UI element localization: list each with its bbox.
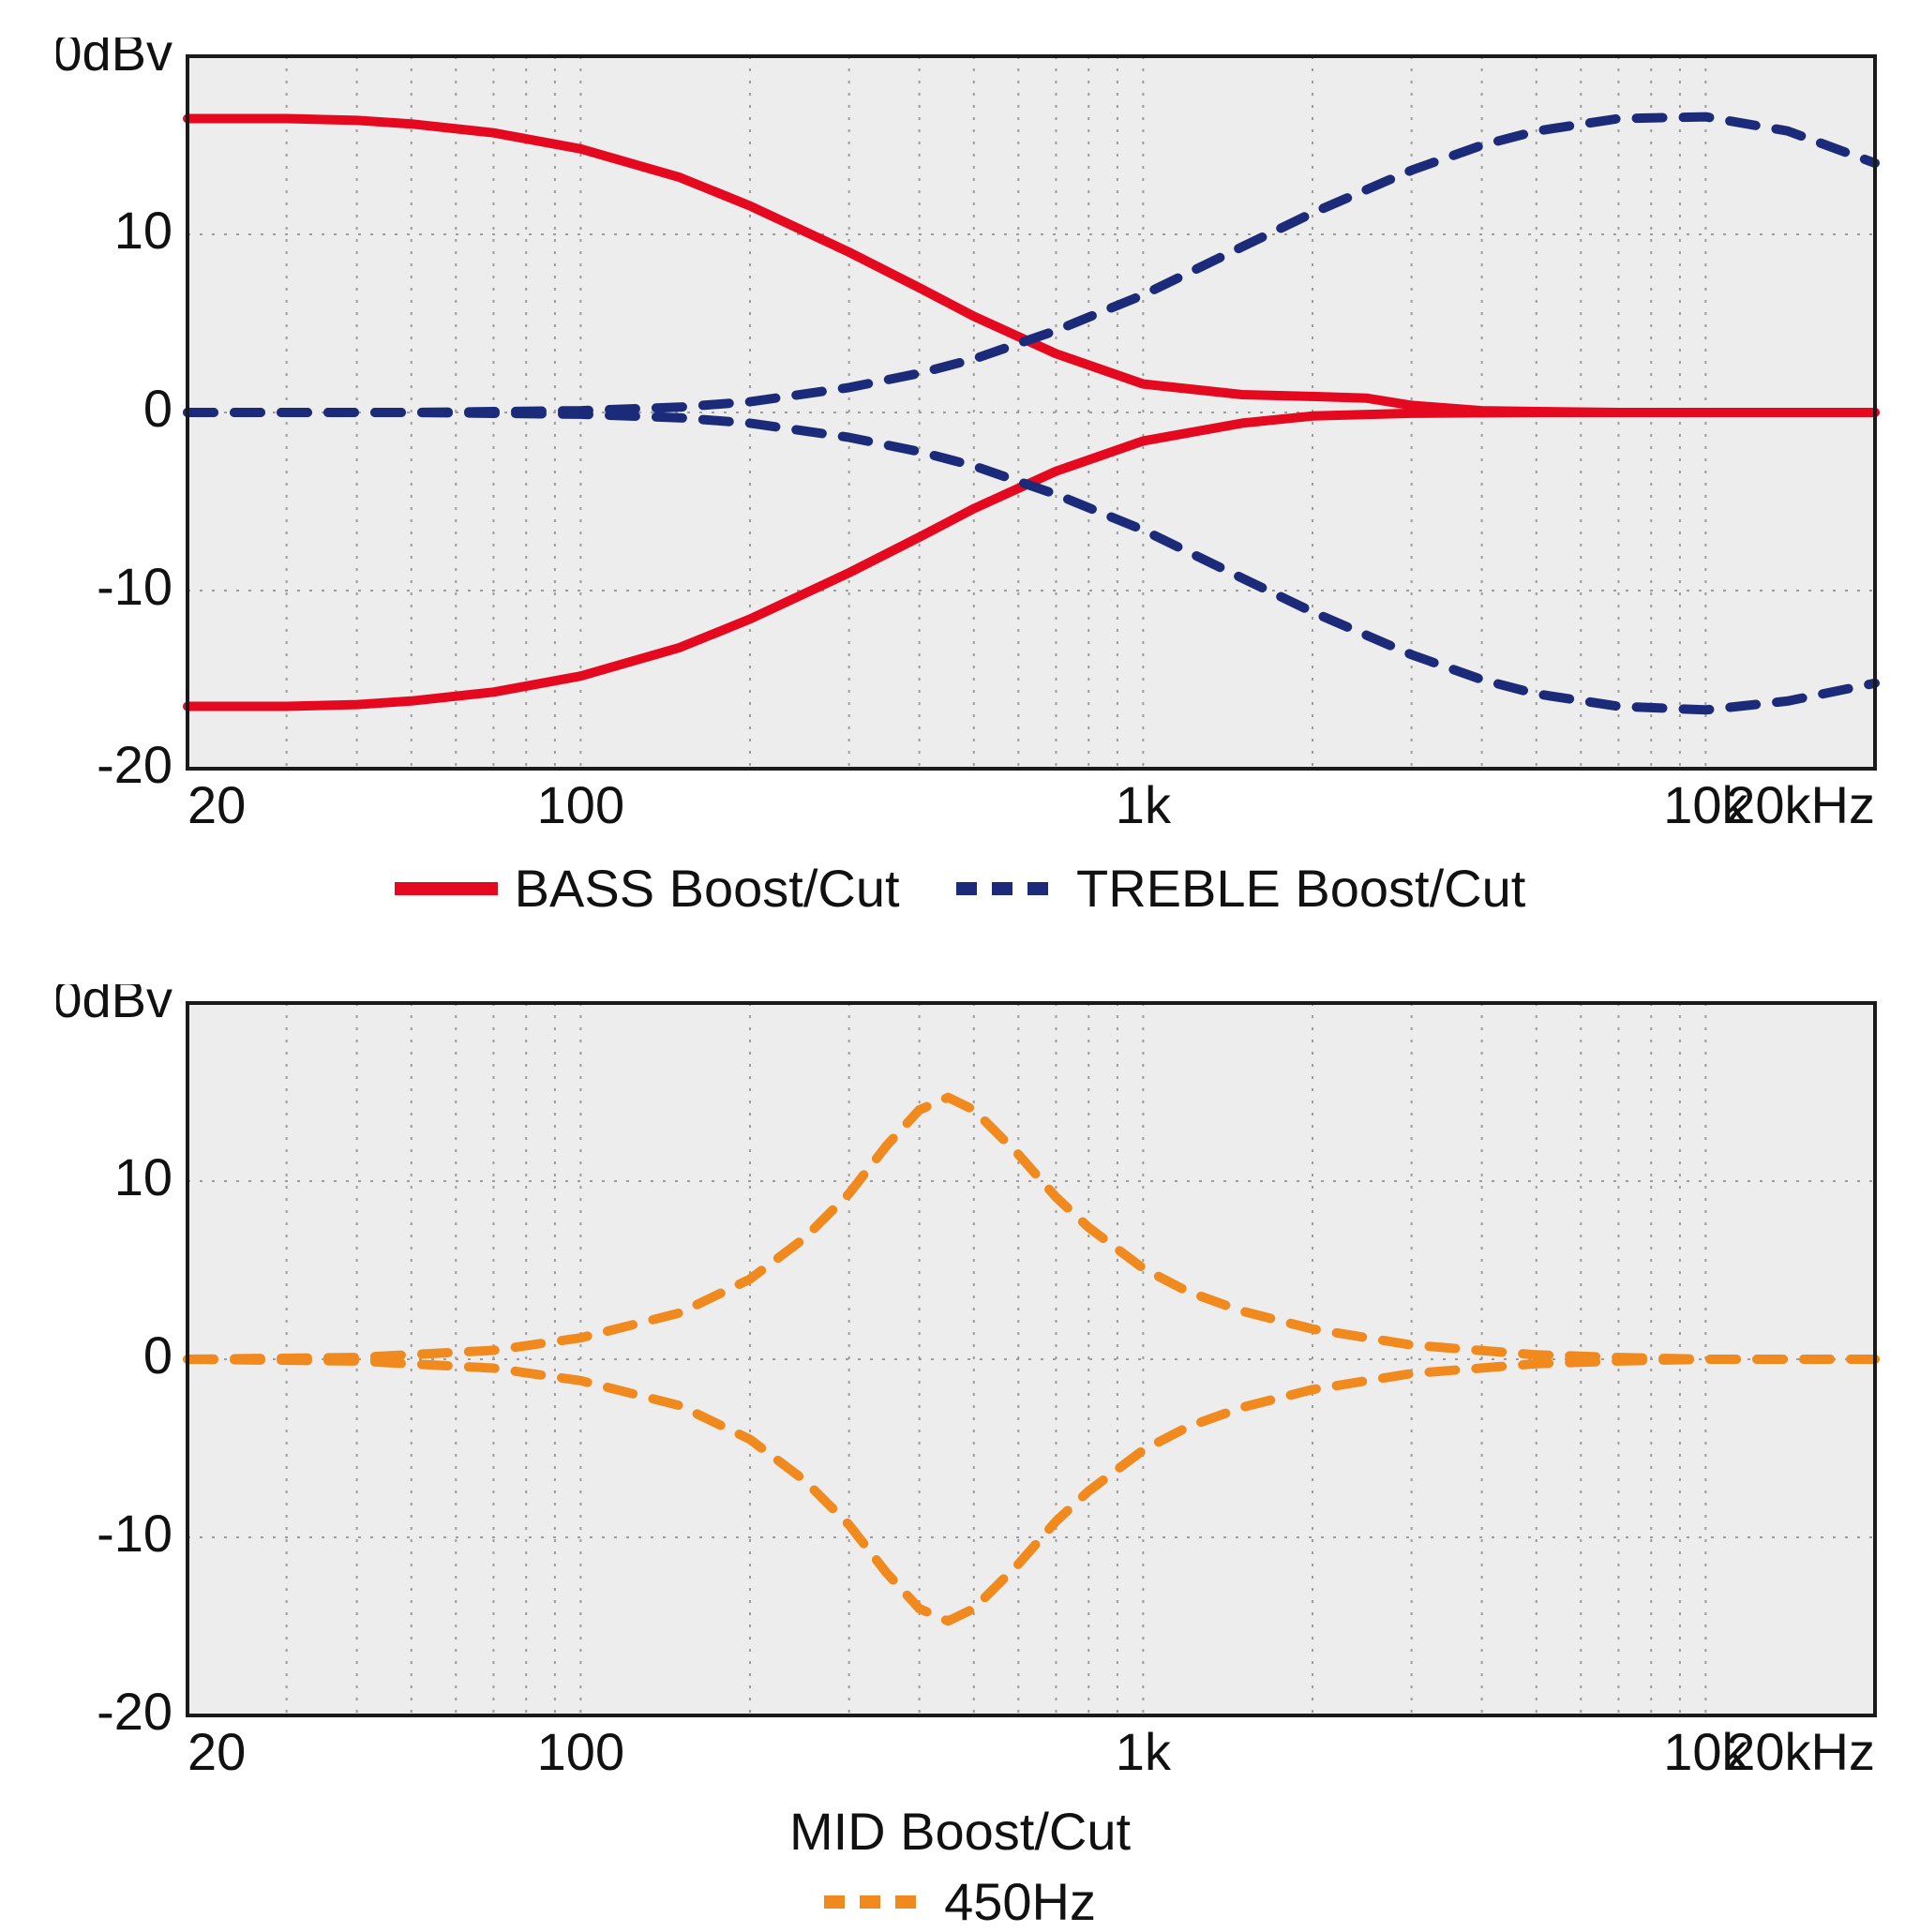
svg-text:1k: 1k (1116, 1722, 1172, 1781)
svg-text:1k: 1k (1116, 775, 1172, 834)
legend-item-treble: TREBLE Boost/Cut (956, 858, 1525, 919)
svg-text:20kHz: 20kHz (1726, 1722, 1875, 1781)
bottom-chart-panel: -20-1001020dBv201001k10k20kHz MID Boost/… (56, 984, 1864, 1932)
svg-text:0: 0 (143, 379, 172, 438)
page: -20-1001020dBv201001k10k20kHz BASS Boost… (0, 0, 1920, 1920)
legend-label-treble: TREBLE Boost/Cut (1076, 858, 1525, 919)
svg-text:-20: -20 (97, 735, 172, 794)
top-chart-svg: -20-1001020dBv201001k10k20kHz (56, 37, 1894, 844)
legend-swatch-treble (956, 879, 1059, 898)
top-chart-panel: -20-1001020dBv201001k10k20kHz BASS Boost… (56, 37, 1864, 919)
svg-text:20: 20 (188, 775, 246, 834)
legend-item-mid: 450Hz (824, 1871, 1096, 1932)
svg-text:100: 100 (537, 1722, 624, 1781)
svg-text:20kHz: 20kHz (1726, 775, 1875, 834)
svg-text:-10: -10 (97, 1504, 172, 1563)
svg-text:10: 10 (114, 1147, 172, 1206)
svg-text:10: 10 (114, 201, 172, 260)
svg-text:-10: -10 (97, 557, 172, 616)
svg-text:20: 20 (188, 1722, 246, 1781)
svg-text:20dBv: 20dBv (56, 984, 172, 1028)
legend-label-mid: 450Hz (944, 1871, 1096, 1932)
legend-item-bass: BASS Boost/Cut (395, 858, 900, 919)
legend-swatch-mid (824, 1893, 927, 1911)
bottom-sublabel: MID Boost/Cut (56, 1801, 1864, 1862)
svg-text:-20: -20 (97, 1682, 172, 1741)
svg-text:100: 100 (537, 775, 624, 834)
bottom-chart-svg: -20-1001020dBv201001k10k20kHz (56, 984, 1894, 1790)
top-legend: BASS Boost/Cut TREBLE Boost/Cut (56, 858, 1864, 919)
bottom-legend: 450Hz (56, 1871, 1864, 1932)
svg-text:20dBv: 20dBv (56, 37, 172, 82)
svg-text:0: 0 (143, 1325, 172, 1385)
legend-swatch-bass (395, 879, 498, 898)
legend-label-bass: BASS Boost/Cut (515, 858, 900, 919)
